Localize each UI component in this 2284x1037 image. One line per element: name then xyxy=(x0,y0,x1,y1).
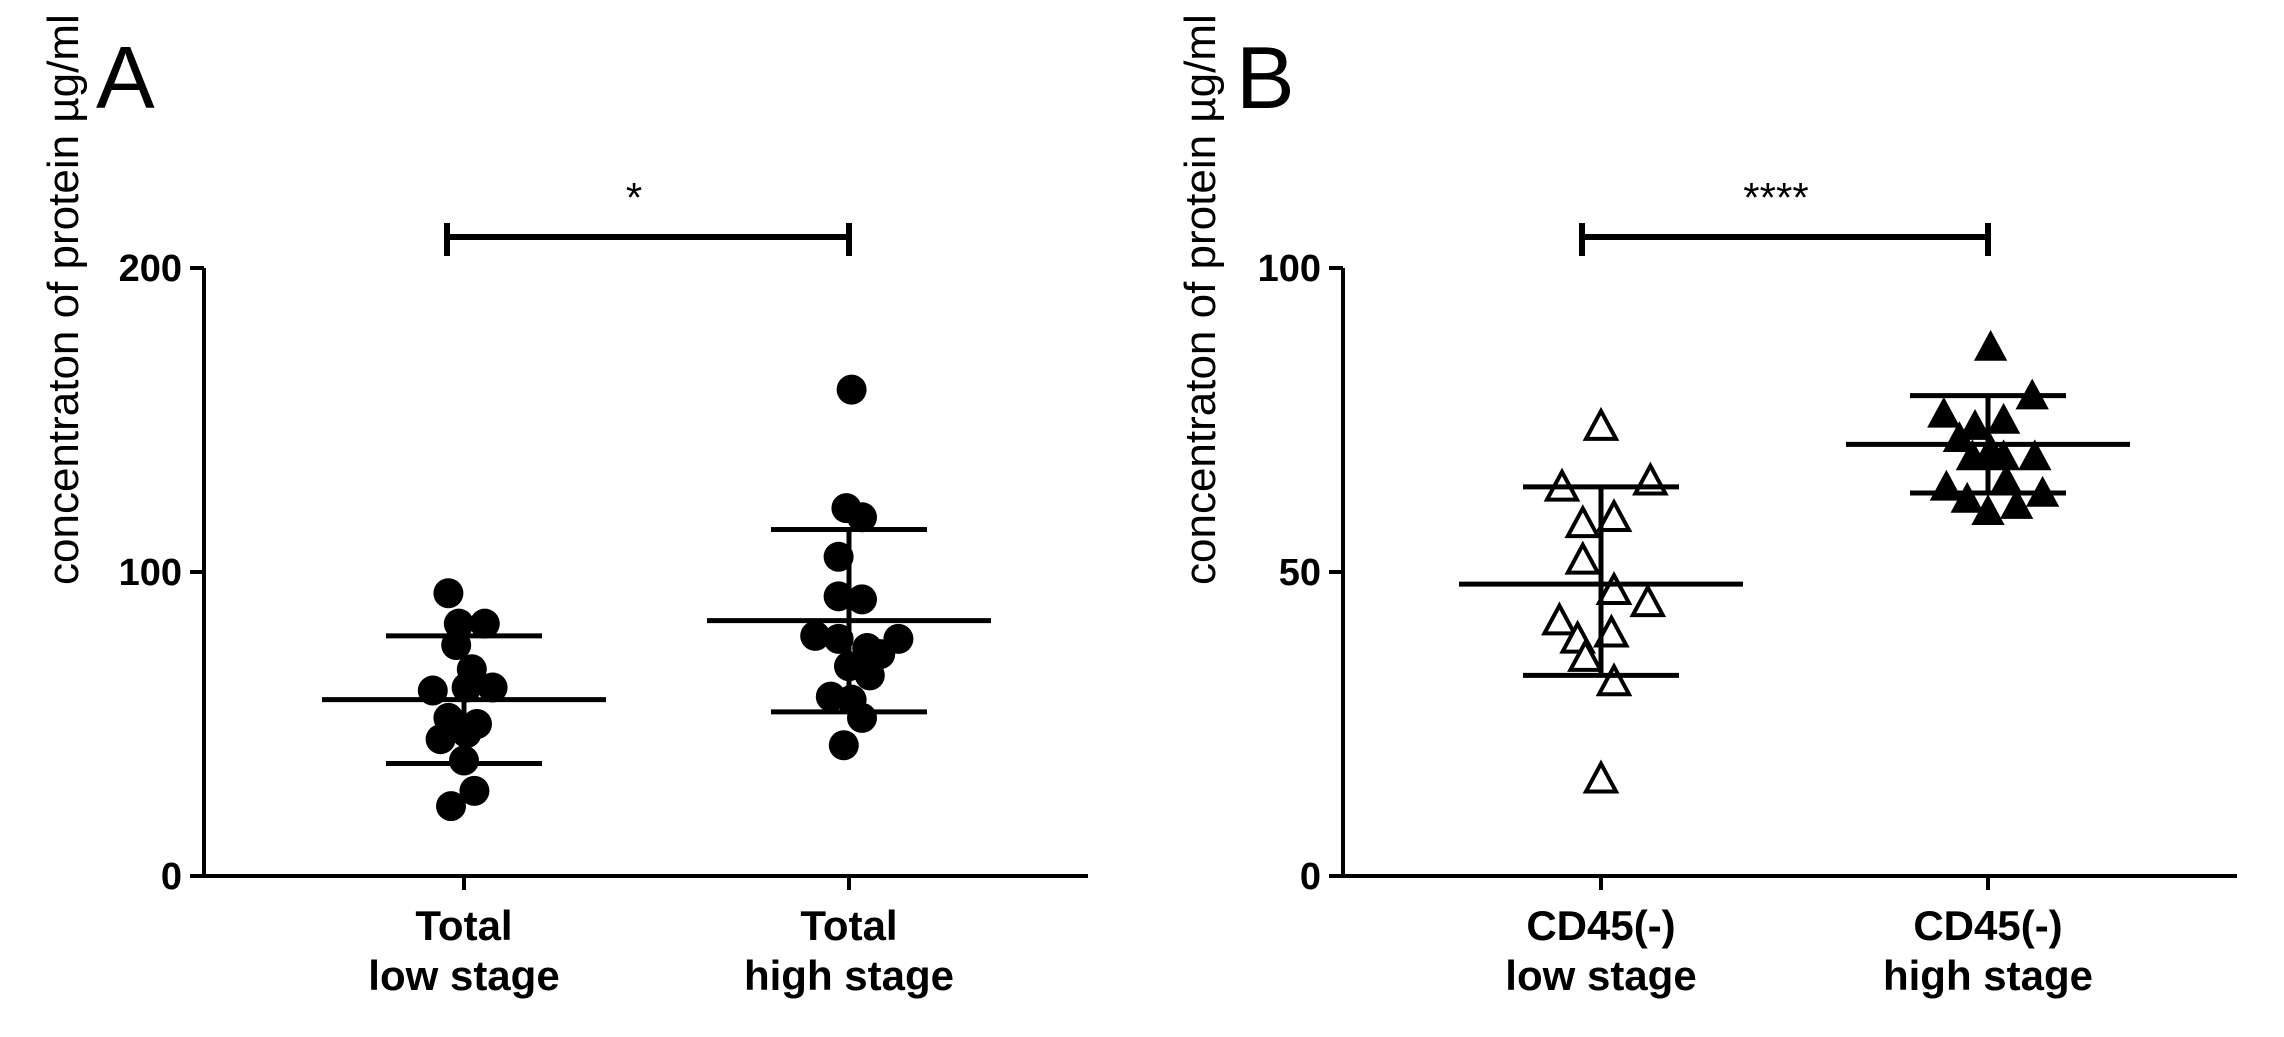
data-point xyxy=(477,672,508,703)
panel-a-y-axis-label: concentraton of protein µg/ml xyxy=(39,14,88,585)
data-point xyxy=(1971,494,2005,525)
panel-a-letter: A xyxy=(96,28,155,127)
data-point xyxy=(828,730,859,761)
data-point xyxy=(1567,637,1604,672)
panel-b-category-1-line1: CD45(-) xyxy=(1526,902,1675,949)
panel-a-groups xyxy=(322,374,991,822)
panel-b-y-ticks: 0 50 100 xyxy=(1258,248,1343,898)
data-point xyxy=(847,502,877,533)
panel-b-y-tick-label: 50 xyxy=(1279,552,1321,594)
data-point xyxy=(1986,402,2021,434)
data-point xyxy=(1950,481,1984,513)
panel-b-groups xyxy=(1459,329,2130,794)
panel-a: A concentraton of protein µg/ml 0100200 … xyxy=(39,14,1088,999)
data-point xyxy=(1595,662,1633,697)
data-point xyxy=(433,578,464,609)
panel-b-letter: B xyxy=(1236,28,1295,127)
data-point xyxy=(1541,601,1578,636)
data-point xyxy=(1593,613,1630,648)
panel-b-category-2-line2: high stage xyxy=(1883,952,2093,999)
panel-b-y-tick-label: 0 xyxy=(1300,856,1321,898)
data-point xyxy=(800,620,831,651)
data-point xyxy=(823,581,854,612)
data-point xyxy=(1929,469,1964,501)
panel-a-significance-bracket: * xyxy=(444,174,852,256)
panel-b-axes xyxy=(1341,268,2237,890)
panel-b-category-2-line1: CD45(-) xyxy=(1913,902,2062,949)
data-point xyxy=(1958,408,1992,440)
data-point xyxy=(1973,329,2008,361)
data-point xyxy=(1999,488,2034,519)
data-point xyxy=(1629,583,1667,618)
data-point xyxy=(425,724,456,755)
panel-a-significance-label: * xyxy=(626,174,642,221)
data-point xyxy=(1582,759,1620,794)
panel-b-group-2 xyxy=(1846,329,2130,525)
data-point xyxy=(847,584,877,615)
data-point xyxy=(1595,571,1633,605)
panel-b-significance-bracket: **** xyxy=(1579,174,1991,256)
data-point xyxy=(1955,439,1990,471)
panel-a-group-1 xyxy=(322,578,606,822)
panel-a-category-1-line1: Total xyxy=(415,902,512,949)
data-point xyxy=(469,608,500,639)
data-point xyxy=(451,672,482,703)
panel-b-y-tick-label: 100 xyxy=(1258,248,1321,290)
panel-a-category-2-line2: high stage xyxy=(744,952,954,999)
panel-b-significance-label: **** xyxy=(1743,174,1808,221)
data-point xyxy=(854,660,885,691)
data-point xyxy=(436,791,466,822)
panel-a-y-tick-label: 200 xyxy=(119,248,182,290)
data-point xyxy=(1927,396,1961,428)
panel-a-axes xyxy=(202,268,1088,890)
data-point xyxy=(459,775,490,806)
data-point xyxy=(1595,498,1633,533)
data-point xyxy=(1564,540,1602,575)
data-point xyxy=(1564,504,1602,539)
panel-a-group-2 xyxy=(707,374,991,761)
data-point xyxy=(823,623,854,654)
panel-b: B concentraton of protein µg/ml 0 50 100 *… xyxy=(1176,14,2237,999)
data-point xyxy=(1582,406,1620,441)
panel-a-y-tick-label: 0 xyxy=(161,856,182,898)
data-point xyxy=(2018,439,2052,471)
panel-a-y-tick-label: 100 xyxy=(119,552,182,594)
panel-b-group-1 xyxy=(1459,406,1743,794)
panel-b-y-axis-label: concentraton of protein µg/ml xyxy=(1176,14,1225,585)
panel-a-category-1-line2: low stage xyxy=(368,952,559,999)
data-point xyxy=(451,718,482,749)
panel-b-category-1-line2: low stage xyxy=(1505,952,1696,999)
data-point xyxy=(1632,461,1669,496)
panel-a-y-ticks: 0 100 200 xyxy=(119,248,204,898)
data-point xyxy=(836,374,867,405)
data-point xyxy=(823,541,854,572)
panel-a-category-2-line1: Total xyxy=(800,902,897,949)
